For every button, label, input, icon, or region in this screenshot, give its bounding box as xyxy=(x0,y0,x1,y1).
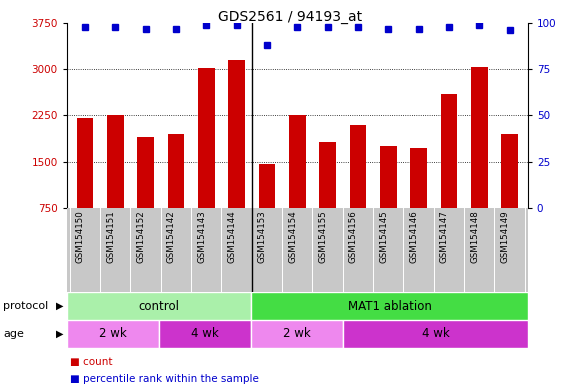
Text: GSM154153: GSM154153 xyxy=(258,210,267,263)
Text: GSM154154: GSM154154 xyxy=(288,210,297,263)
Bar xyxy=(67,292,251,320)
Bar xyxy=(251,320,343,348)
Bar xyxy=(168,134,184,208)
Text: protocol: protocol xyxy=(3,301,48,311)
Bar xyxy=(501,134,518,208)
Bar xyxy=(380,146,397,208)
Bar xyxy=(137,137,154,208)
Text: control: control xyxy=(139,300,179,313)
Bar xyxy=(289,115,306,208)
Bar xyxy=(159,320,251,348)
Bar xyxy=(350,125,366,208)
Text: GSM154150: GSM154150 xyxy=(76,210,85,263)
Text: GSM154147: GSM154147 xyxy=(440,210,449,263)
Text: 4 wk: 4 wk xyxy=(422,327,450,340)
Text: GSM154144: GSM154144 xyxy=(227,210,237,263)
Text: ■ percentile rank within the sample: ■ percentile rank within the sample xyxy=(70,374,259,384)
Bar xyxy=(471,67,488,208)
Text: GSM154148: GSM154148 xyxy=(470,210,479,263)
Text: GSM154142: GSM154142 xyxy=(167,210,176,263)
Bar xyxy=(67,320,159,348)
Text: ■ count: ■ count xyxy=(70,357,112,367)
Bar xyxy=(410,148,427,208)
Text: GSM154155: GSM154155 xyxy=(318,210,328,263)
Text: GSM154143: GSM154143 xyxy=(197,210,206,263)
Bar xyxy=(229,60,245,208)
Text: 2 wk: 2 wk xyxy=(99,327,126,340)
Text: GSM154156: GSM154156 xyxy=(349,210,358,263)
Text: 2 wk: 2 wk xyxy=(284,327,311,340)
Bar xyxy=(441,94,457,208)
Bar xyxy=(77,119,93,208)
Bar xyxy=(107,116,124,208)
Text: GSM154146: GSM154146 xyxy=(409,210,419,263)
Text: GSM154152: GSM154152 xyxy=(136,210,146,263)
Bar xyxy=(343,320,528,348)
Bar xyxy=(251,292,528,320)
Bar xyxy=(198,68,215,208)
Text: GSM154151: GSM154151 xyxy=(106,210,115,263)
Bar xyxy=(319,142,336,208)
Text: ▶: ▶ xyxy=(56,301,64,311)
Text: GSM154149: GSM154149 xyxy=(501,210,510,263)
Text: GSM154145: GSM154145 xyxy=(379,210,388,263)
Text: age: age xyxy=(3,329,24,339)
Bar xyxy=(259,164,276,208)
Text: ▶: ▶ xyxy=(56,329,64,339)
Text: GDS2561 / 94193_at: GDS2561 / 94193_at xyxy=(218,10,362,23)
Text: 4 wk: 4 wk xyxy=(191,327,219,340)
Text: MAT1 ablation: MAT1 ablation xyxy=(347,300,432,313)
